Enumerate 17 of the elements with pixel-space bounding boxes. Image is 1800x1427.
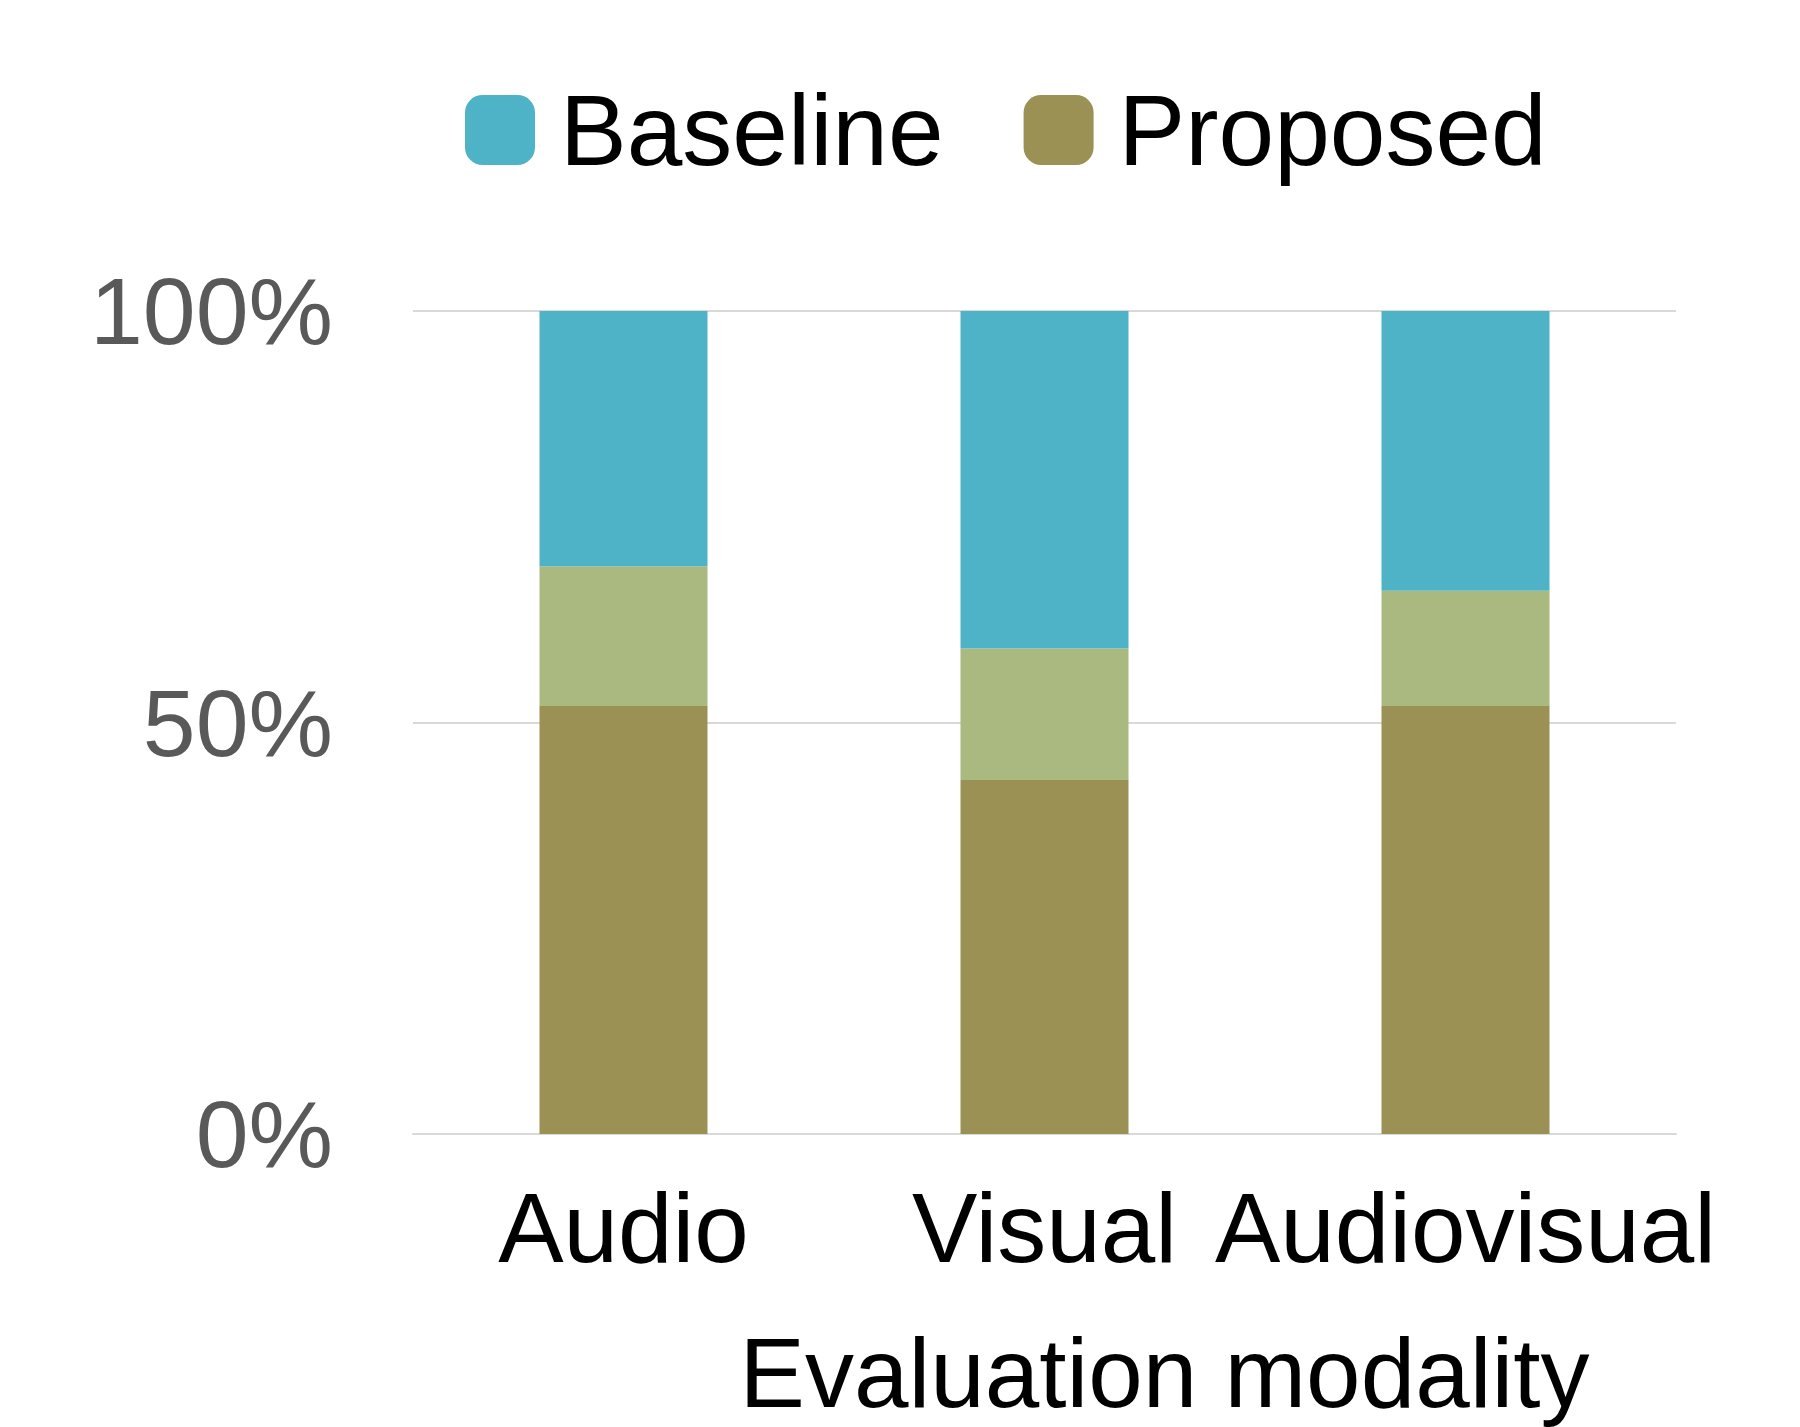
bar [960, 780, 1129, 1134]
bar [1381, 311, 1550, 591]
y-tick-label: 50% [142, 669, 333, 776]
legend-label: Proposed [1118, 74, 1547, 186]
bar [960, 311, 1129, 649]
y-tick-label: 0% [195, 1081, 333, 1187]
bar [960, 648, 1129, 781]
x-tick-label: Visual [911, 1173, 1178, 1283]
legend-label: Baseline [560, 74, 944, 186]
bar [539, 706, 708, 1134]
bar [1381, 590, 1550, 707]
x-tick-label: Audiovisual [1214, 1173, 1717, 1283]
y-tick-label: 100% [90, 258, 333, 364]
bar [1381, 706, 1550, 1134]
x-tick-label: Audio [498, 1173, 749, 1283]
bar [539, 311, 708, 567]
bar [539, 566, 708, 707]
